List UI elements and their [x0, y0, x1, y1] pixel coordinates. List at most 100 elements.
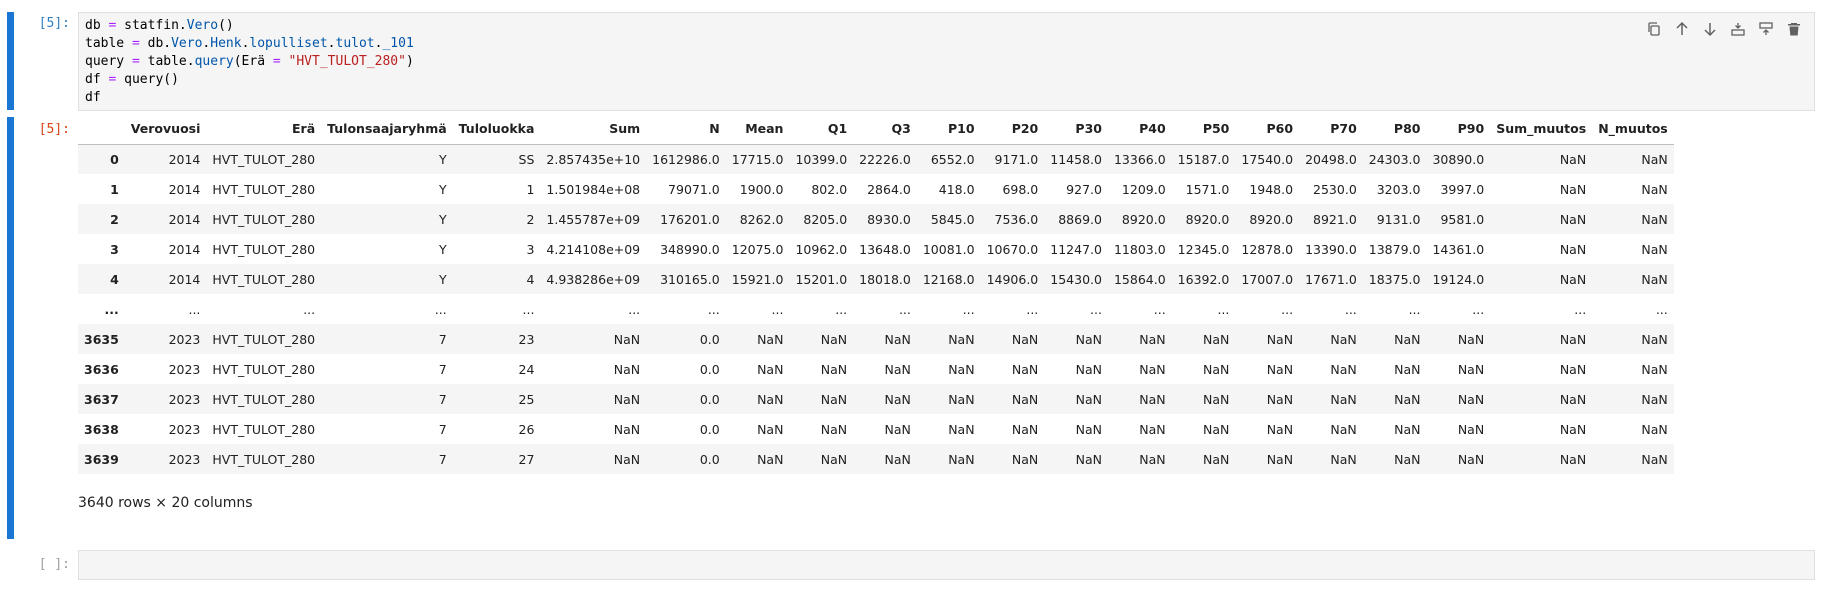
table-cell: ...	[1153, 301, 1166, 317]
table-cell: ...	[434, 301, 447, 317]
table-cell: ...	[188, 301, 201, 317]
table-row: 3636 2023 HVT_TULOT_280 7 24 NaN 0.0 NaN NaN NaN N…	[78, 354, 1674, 384]
table-cell: NaN	[1394, 421, 1421, 437]
table-cell: Y	[439, 211, 447, 227]
table-cell: 8205.0	[803, 211, 848, 227]
table-cell: NaN	[1011, 361, 1039, 377]
code-token: query	[85, 54, 132, 69]
table-row: 4 2014 HVT_TULOT_280 Y 4 4.938286e+09 310165.0…	[78, 264, 1674, 294]
table-cell: NaN	[1559, 151, 1587, 167]
empty-code-editor[interactable]	[78, 550, 1815, 580]
table-cell: 4.938286e+09	[546, 271, 641, 287]
code-line: df	[85, 90, 101, 105]
delete-icon[interactable]	[1784, 19, 1804, 39]
table-cell: NaN	[948, 361, 975, 377]
table-cell: ...	[1217, 301, 1230, 317]
table-cell: NaN	[1011, 391, 1039, 407]
code-editor[interactable]: db = statfin.Vero() table = db.Vero.Henk…	[78, 12, 1815, 111]
table-cell: HVT_TULOT_280	[212, 361, 316, 377]
table-cell: 2014	[168, 211, 201, 227]
table-cell: NaN	[613, 331, 641, 347]
table-cell: 20498.0	[1305, 151, 1357, 167]
table-cell: 11458.0	[1050, 151, 1102, 167]
table-cell: 2014	[168, 151, 201, 167]
column-header: P20	[980, 114, 1045, 145]
table-cell: 1612986.0	[652, 151, 720, 167]
table-cell: 1900.0	[739, 181, 784, 197]
table-cell: 16392.0	[1177, 271, 1230, 287]
table-cell: 17540.0	[1241, 151, 1294, 167]
table-cell: NaN	[1457, 361, 1485, 377]
code-line: query = table.query(Erä = "HVT_TULOT_280…	[85, 54, 414, 69]
table-cell: NaN	[884, 421, 911, 437]
table-cell: NaN	[1559, 331, 1587, 347]
table-cell: Y	[439, 181, 447, 197]
table-cell: 13879.0	[1368, 241, 1421, 257]
table-cell: NaN	[948, 331, 975, 347]
table-cell: NaN	[1330, 331, 1357, 347]
table-cell: NaN	[1330, 361, 1357, 377]
table-cell: NaN	[1203, 361, 1230, 377]
table-cell: NaN	[1139, 391, 1166, 407]
table-cell: 13390.0	[1305, 241, 1357, 257]
code-token: tulot	[335, 36, 375, 51]
table-cell: 19124.0	[1432, 271, 1485, 287]
move-up-icon[interactable]	[1672, 19, 1692, 39]
table-cell: NaN	[1394, 391, 1421, 407]
table-cell: 0.0	[699, 391, 720, 407]
table-cell: NaN	[1203, 421, 1230, 437]
code-token: .	[202, 36, 211, 51]
input-prompt-empty: [ ]:	[38, 557, 70, 572]
table-cell: 3203.0	[1376, 181, 1421, 197]
table-cell: 12168.0	[922, 271, 975, 287]
table-cell: NaN	[1203, 451, 1230, 467]
table-cell: Y	[439, 151, 447, 167]
output-indicator	[7, 117, 14, 539]
insert-above-icon[interactable]	[1756, 19, 1776, 39]
table-cell: 176201.0	[660, 211, 720, 227]
table-cell: 7	[438, 331, 447, 347]
duplicate-icon[interactable]	[1644, 19, 1664, 39]
table-cell: 2023	[168, 451, 201, 467]
code-token: "HVT_TULOT_280"	[288, 54, 406, 69]
table-cell: 14906.0	[986, 271, 1039, 287]
table-cell: NaN	[1641, 151, 1668, 167]
table-cell: NaN	[757, 421, 784, 437]
table-cell: 2	[526, 211, 535, 227]
code-token	[281, 54, 289, 69]
table-cell: 2023	[168, 361, 201, 377]
table-cell: 25	[518, 391, 535, 407]
row-index: 0	[110, 151, 119, 167]
code-line: db = statfin.Vero()	[85, 18, 234, 33]
table-cell: ...	[1574, 301, 1587, 317]
table-cell: NaN	[1394, 451, 1421, 467]
table-cell: 9131.0	[1376, 211, 1421, 227]
table-cell: NaN	[1394, 331, 1421, 347]
table-cell: 3997.0	[1440, 181, 1485, 197]
move-down-icon[interactable]	[1700, 19, 1720, 39]
table-cell: ...	[303, 301, 316, 317]
table-cell: 2023	[168, 421, 201, 437]
table-row: ........................................…	[78, 294, 1674, 324]
table-cell: 0.0	[699, 361, 720, 377]
table-row: 0 2014 HVT_TULOT_280 Y SS 2.857435e+10 1612986…	[78, 144, 1674, 174]
insert-below-icon[interactable]	[1728, 19, 1748, 39]
table-cell: 7536.0	[994, 211, 1039, 227]
table-cell: 18018.0	[859, 271, 911, 287]
row-index: ...	[104, 301, 119, 317]
table-cell: 7	[438, 421, 447, 437]
table-cell: 927.0	[1066, 181, 1102, 197]
row-index: 2	[110, 211, 119, 227]
table-cell: 698.0	[1002, 181, 1039, 197]
table-cell: NaN	[1011, 421, 1039, 437]
column-header: Tulonsaajaryhmä	[321, 114, 453, 145]
column-header: N_muutos	[1592, 114, 1674, 145]
table-cell: ...	[1655, 301, 1668, 317]
code-text[interactable]: db = statfin.Vero() table = db.Vero.Henk…	[85, 17, 414, 107]
table-cell: NaN	[948, 421, 975, 437]
table-cell: NaN	[613, 421, 641, 437]
table-cell: NaN	[884, 361, 911, 377]
table-cell: NaN	[1559, 421, 1587, 437]
table-cell: NaN	[1139, 361, 1166, 377]
table-cell: 3	[526, 241, 535, 257]
